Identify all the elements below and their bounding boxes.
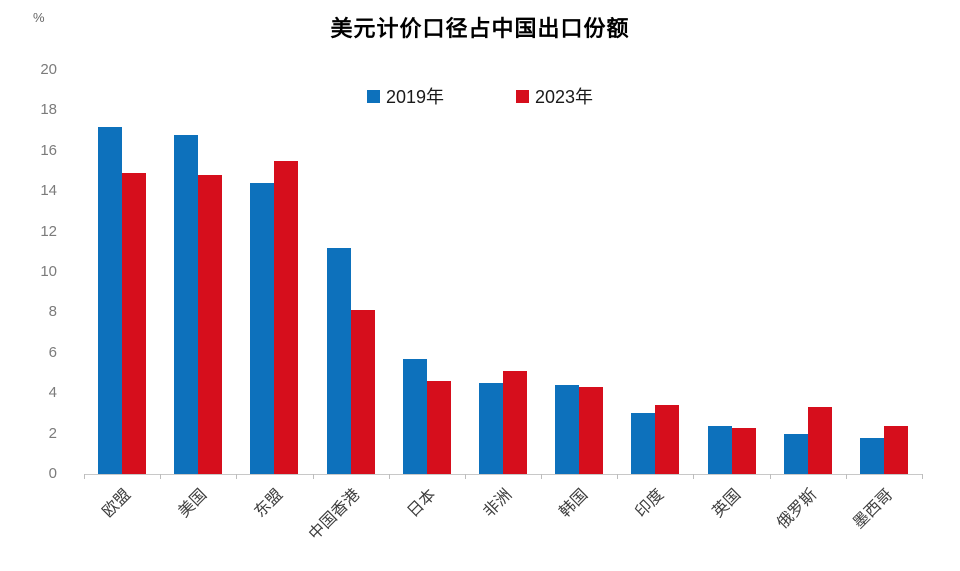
- bar-2019年-印度: [631, 413, 656, 474]
- legend-label-2023: 2023年: [535, 87, 594, 107]
- bar-2019年-非洲: [479, 383, 503, 474]
- y-tick-label-14: 14: [40, 182, 57, 200]
- x-axis-tick-7: [617, 474, 619, 479]
- y-axis-unit-label: %: [33, 10, 45, 25]
- y-tick-label-4: 4: [48, 384, 57, 402]
- bar-2019年-韩国: [555, 385, 580, 474]
- legend: 2019年 2023年: [0, 83, 960, 109]
- bar-2019年-俄罗斯: [783, 433, 808, 474]
- x-category-label-韩国: 韩国: [556, 486, 592, 521]
- legend-label-2019: 2019年: [385, 87, 444, 107]
- bar-2023年-墨西哥: [883, 425, 908, 474]
- x-category-label-印度: 印度: [632, 486, 668, 521]
- bar-2019年-美国: [174, 134, 199, 474]
- bar-2019年-日本: [402, 358, 427, 474]
- x-category-label-非洲: 非洲: [480, 486, 516, 521]
- legend-swatch-2019-icon: [366, 89, 380, 103]
- x-axis-tick-3: [312, 474, 314, 479]
- x-axis-tick-6: [541, 474, 543, 479]
- bar-2023年-韩国: [579, 387, 604, 474]
- x-axis-tick-8: [693, 474, 695, 479]
- legend-item-2023: 2023年: [516, 83, 593, 109]
- plot-area: [84, 70, 923, 479]
- bar-2023年-俄罗斯: [807, 407, 832, 474]
- y-tick-label-12: 12: [40, 222, 57, 240]
- bar-2019年-东盟: [250, 183, 275, 474]
- chart-title: 美元计价口径占中国出口份额: [330, 16, 630, 41]
- x-axis-tick-1: [160, 474, 162, 479]
- bar-2023年-英国: [731, 427, 756, 474]
- y-tick-label-2: 2: [48, 424, 57, 442]
- x-category-label-美国: 美国: [175, 486, 211, 521]
- y-tick-label-6: 6: [48, 343, 57, 361]
- bar-2023年-非洲: [503, 370, 527, 474]
- x-category-label-日本: 日本: [404, 486, 440, 521]
- bar-2023年-东盟: [274, 160, 299, 474]
- x-category-label-俄罗斯: 俄罗斯: [774, 486, 820, 533]
- y-tick-label-10: 10: [40, 263, 57, 280]
- bar-2019年-墨西哥: [859, 437, 884, 474]
- bar-2023年-欧盟: [122, 173, 147, 474]
- x-axis-tick-0: [84, 474, 85, 479]
- bar-2023年-印度: [655, 405, 680, 474]
- x-axis-tick-10: [845, 474, 847, 479]
- bar-2023年-中国香港: [350, 310, 375, 474]
- bar-2019年-欧盟: [98, 126, 123, 474]
- y-axis-tick-labels: 0 2 4 6 8 10 12 14 16 18 20: [0, 61, 57, 482]
- x-category-label-中国香港: 中国香港: [305, 486, 363, 544]
- legend-swatch-2023-icon: [516, 89, 529, 103]
- x-category-label-东盟: 东盟: [252, 486, 287, 521]
- y-tick-label-18: 18: [40, 101, 57, 119]
- x-axis-tick-5: [464, 474, 466, 479]
- legend-item-2019: 2019年: [366, 83, 444, 109]
- y-tick-label-0: 0: [48, 465, 57, 482]
- x-category-label-欧盟: 欧盟: [99, 486, 135, 521]
- x-axis-tick-2: [236, 474, 238, 479]
- x-axis-tick-9: [769, 474, 771, 479]
- y-tick-label-20: 20: [40, 61, 57, 78]
- x-category-label-墨西哥: 墨西哥: [850, 486, 897, 533]
- bar-2023年-日本: [426, 381, 451, 474]
- y-tick-label-16: 16: [40, 141, 57, 159]
- y-tick-label-8: 8: [48, 303, 57, 321]
- x-axis-tick-4: [388, 474, 390, 479]
- x-axis-tick-11: [922, 474, 923, 479]
- bar-2023年-美国: [198, 175, 223, 474]
- x-category-label-英国: 英国: [709, 486, 744, 521]
- bar-2019年-英国: [707, 425, 732, 474]
- bar-2019年-中国香港: [326, 247, 351, 474]
